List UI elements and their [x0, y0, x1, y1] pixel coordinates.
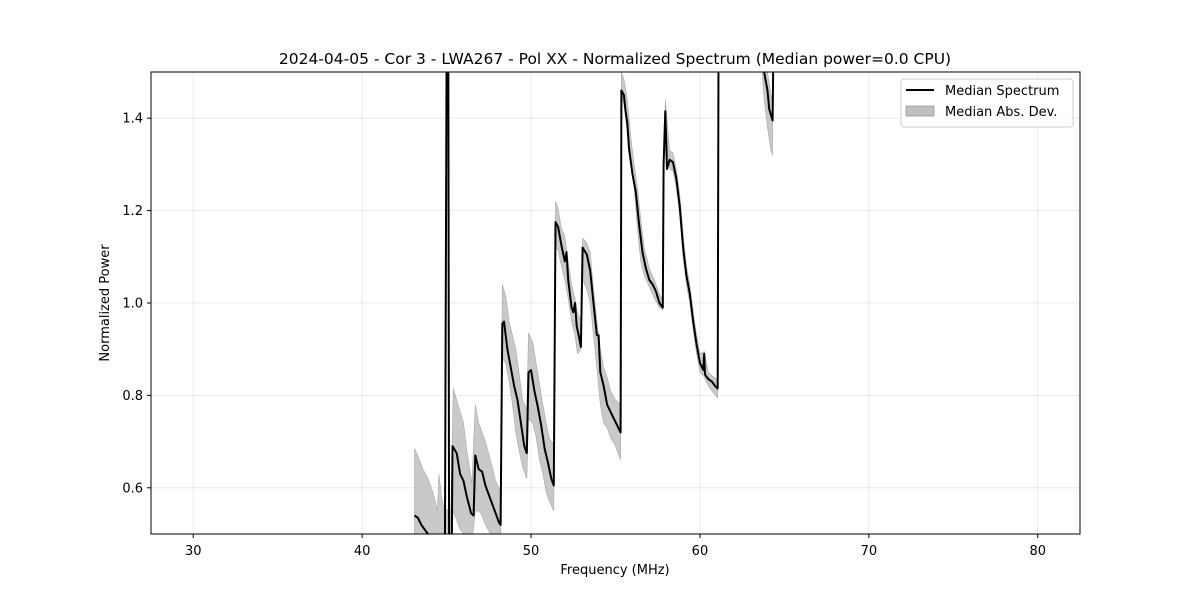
x-tick-label: 40 — [354, 544, 371, 559]
y-axis-label: Normalized Power — [98, 244, 113, 362]
legend-box — [900, 78, 1074, 128]
chart-title: 2024-04-05 - Cor 3 - LWA267 - Pol XX - N… — [279, 50, 951, 68]
legend: Median Spectrum Median Abs. Dev. — [900, 78, 1074, 128]
y-axis-ticks: 0.6 0.8 1.0 1.2 1.4 — [122, 112, 151, 496]
x-tick-label: 60 — [692, 544, 709, 559]
x-tick-label: 70 — [861, 544, 878, 559]
y-tick-label: 0.8 — [122, 389, 143, 404]
x-tick-label: 50 — [523, 544, 540, 559]
y-tick-label: 0.6 — [122, 481, 143, 496]
legend-label-median-spectrum: Median Spectrum — [945, 84, 1059, 99]
x-axis-label: Frequency (MHz) — [560, 563, 669, 578]
x-tick-label: 80 — [1029, 544, 1046, 559]
y-tick-label: 1.2 — [122, 204, 143, 219]
legend-label-median-abs-dev: Median Abs. Dev. — [945, 105, 1057, 120]
median-line-layer — [413, 72, 775, 534]
series-median-spectrum-line — [413, 72, 775, 534]
y-tick-label: 1.0 — [122, 297, 143, 312]
legend-swatch-median-abs-dev — [905, 105, 935, 117]
x-tick-label: 30 — [185, 544, 202, 559]
y-tick-label: 1.4 — [122, 112, 143, 127]
x-axis-ticks: 30 40 50 60 70 80 — [185, 534, 1046, 559]
